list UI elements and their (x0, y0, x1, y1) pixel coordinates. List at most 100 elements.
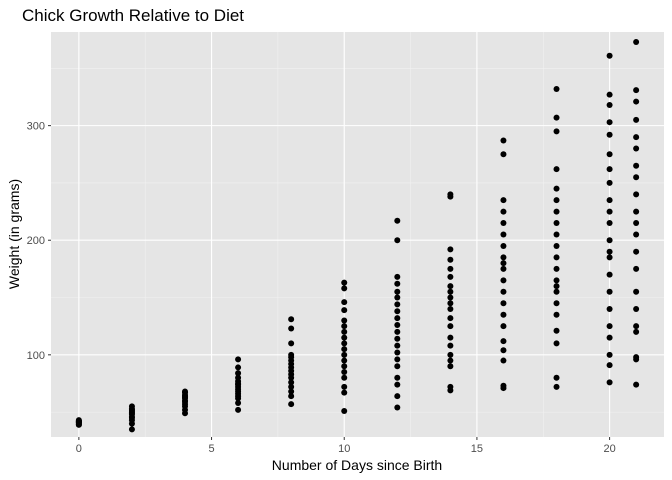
data-point (500, 265, 507, 272)
data-point (553, 288, 560, 295)
data-point (633, 323, 640, 330)
data-point (500, 242, 507, 249)
data-point (447, 315, 454, 322)
data-point (553, 85, 560, 92)
data-point (341, 299, 348, 306)
data-point (633, 191, 640, 198)
data-point (606, 179, 613, 186)
data-point (553, 197, 560, 204)
data-point (500, 288, 507, 295)
data-point (553, 128, 560, 135)
data-point (182, 388, 189, 395)
data-point (633, 162, 640, 169)
data-point (633, 288, 640, 295)
data-point (633, 134, 640, 141)
data-point (606, 323, 613, 330)
data-point (500, 300, 507, 307)
y-tick-label: 300 (27, 121, 45, 133)
data-point (341, 374, 348, 381)
data-point (447, 363, 454, 370)
data-point (341, 279, 348, 286)
data-point (341, 317, 348, 324)
data-point (288, 316, 295, 323)
data-point (235, 406, 242, 413)
y-tick-label: 200 (27, 235, 45, 247)
data-point (447, 342, 454, 349)
data-point (553, 254, 560, 261)
data-point (341, 328, 348, 335)
data-point (341, 407, 348, 414)
data-point (633, 328, 640, 335)
data-point (394, 294, 401, 301)
data-point (447, 283, 454, 290)
data-point (606, 131, 613, 138)
data-point (500, 151, 507, 158)
data-point (633, 248, 640, 255)
data-point (394, 288, 401, 295)
data-point (500, 323, 507, 330)
data-point (394, 335, 401, 342)
data-point (553, 283, 560, 290)
data-point (606, 151, 613, 158)
data-point (633, 381, 640, 388)
data-point (606, 197, 613, 204)
data-point (288, 351, 295, 358)
data-point (288, 379, 295, 386)
data-point (553, 374, 560, 381)
data-point (394, 363, 401, 370)
data-point (394, 217, 401, 224)
data-point (288, 388, 295, 395)
data-point (500, 220, 507, 227)
data-point (500, 382, 507, 389)
data-point (633, 208, 640, 215)
data-point (500, 277, 507, 284)
data-point (633, 87, 640, 94)
data-point (235, 370, 242, 377)
data-point (235, 399, 242, 406)
data-point (553, 208, 560, 215)
data-point (341, 285, 348, 292)
data-point (75, 421, 82, 428)
data-point (606, 254, 613, 261)
data-point (606, 362, 613, 369)
x-axis-ticks: 0 5 10 15 20 (76, 437, 616, 455)
data-point (553, 185, 560, 192)
data-point (633, 38, 640, 45)
data-point (447, 294, 454, 301)
data-point (500, 311, 507, 318)
data-point (394, 237, 401, 244)
data-point (633, 220, 640, 227)
data-point (606, 305, 613, 312)
x-tick-label: 0 (76, 443, 82, 455)
chart-title: Chick Growth Relative to Diet (22, 6, 244, 25)
y-tick-label: 100 (27, 350, 45, 362)
data-point (341, 357, 348, 364)
data-point (500, 338, 507, 345)
data-point (553, 231, 560, 238)
data-point (500, 260, 507, 267)
data-point (447, 265, 454, 272)
data-point (606, 288, 613, 295)
data-point (341, 340, 348, 347)
data-point (606, 379, 613, 386)
data-point (394, 280, 401, 287)
data-point (500, 357, 507, 364)
x-tick-label: 20 (603, 443, 615, 455)
data-point (235, 364, 242, 371)
y-axis-ticks: 100 200 300 (27, 121, 51, 362)
data-point (447, 357, 454, 364)
data-point (447, 191, 454, 198)
data-points (75, 38, 640, 433)
data-point (288, 340, 295, 347)
data-point (633, 145, 640, 152)
data-point (341, 346, 348, 353)
data-point (500, 197, 507, 204)
data-point (606, 271, 613, 278)
data-point (288, 325, 295, 332)
data-point (606, 351, 613, 358)
data-point (606, 166, 613, 173)
data-point (394, 356, 401, 363)
data-point (633, 231, 640, 238)
data-point (553, 265, 560, 272)
data-point (633, 174, 640, 181)
